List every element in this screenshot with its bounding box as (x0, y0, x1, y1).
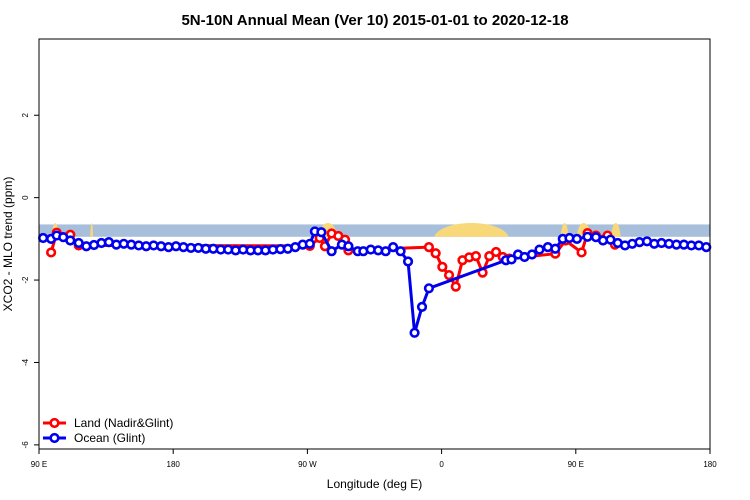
series-1-point (409, 327, 420, 338)
series-0-point (443, 270, 455, 281)
series-1-point (316, 227, 327, 238)
series-0-point (437, 261, 448, 272)
series-0 (46, 227, 621, 292)
series-0-point (46, 247, 57, 258)
y-tick-label: -6 (21, 441, 30, 449)
plot-frame (38, 38, 711, 450)
series-0-point (470, 251, 481, 262)
series-1-segment (427, 258, 508, 290)
legend: Land (Nadir&Glint)Ocean (Glint) (43, 416, 173, 445)
series-1-point (81, 241, 92, 252)
x-tick-label: 180 (703, 460, 717, 469)
series-0-point (423, 241, 435, 253)
chart-title: 5N-10N Annual Mean (Ver 10) 2015-01-01 t… (181, 12, 568, 29)
series-1-point (65, 235, 76, 246)
y-axis-label: XCO2 - MLO trend (ppm) (1, 177, 15, 312)
x-axis-label: Longitude (deg E) (327, 477, 422, 491)
x-axis-ticks: 90 E 180 90 W 0 90 E 180 (31, 449, 717, 469)
series-1-point (388, 241, 399, 253)
x-tick-label: 180 (167, 460, 181, 469)
land-segment-1 (90, 223, 94, 237)
ocean-band (39, 224, 710, 237)
series-1-point (701, 241, 712, 253)
series-1-point (304, 238, 315, 249)
series-0-point (430, 248, 441, 259)
series-0-point (450, 281, 461, 292)
series-1-point (506, 254, 517, 265)
land-segment-3 (434, 223, 509, 237)
series-layer (38, 226, 712, 338)
x-tick-label: 0 (439, 460, 444, 469)
series-1-point (423, 283, 435, 294)
land-segment-4 (560, 223, 569, 237)
y-tick-label: -2 (21, 276, 30, 284)
y-tick-label: 0 (21, 195, 30, 200)
y-tick-label: -4 (21, 358, 30, 366)
series-1-point (534, 244, 545, 255)
series-1-point (326, 246, 337, 257)
x-tick-label: 90 W (298, 460, 317, 469)
series-0-point (490, 246, 502, 258)
series-1-point (380, 246, 391, 257)
series-1-point (550, 243, 561, 254)
y-axis-ticks: 2 0 -2 -4 -6 (21, 112, 39, 448)
legend-marker-0 (49, 417, 60, 429)
series-1-point (571, 233, 583, 244)
land-segment-6 (611, 223, 621, 237)
series-1-point (38, 232, 49, 244)
x-tick-label: 90 E (31, 460, 47, 469)
series-1-point (416, 301, 428, 312)
series-1-point (343, 241, 354, 252)
legend-label-0: Land (Nadir&Glint) (74, 416, 173, 430)
series-1-point (402, 256, 414, 267)
series-1-point (526, 249, 538, 260)
y-tick-label: 2 (21, 112, 30, 117)
legend-label-1: Ocean (Glint) (74, 431, 145, 445)
series-0-point (576, 247, 587, 258)
series-1-segment (406, 260, 417, 335)
legend-marker-1 (49, 432, 60, 444)
series-1-point (582, 231, 593, 242)
x-tick-label: 90 E (568, 460, 584, 469)
series-1 (38, 226, 712, 338)
series-1-point (395, 246, 406, 257)
